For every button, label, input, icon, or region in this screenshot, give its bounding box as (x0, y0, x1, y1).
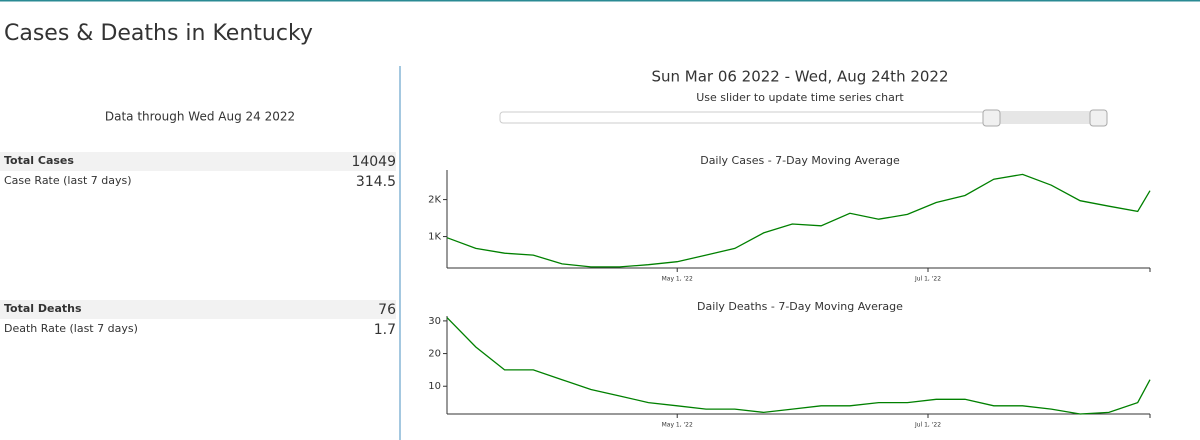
page-title: Cases & Deaths in Kentucky (4, 21, 313, 46)
data-line (446, 317, 1151, 415)
range-title: Sun Mar 06 2022 - Wed, Aug 24th 2022 (651, 68, 948, 86)
stat-label: Total Deaths (4, 302, 82, 315)
slider-hint: Use slider to update time series chart (696, 91, 904, 104)
x-tick-label: Jul 1, '22 (914, 422, 941, 429)
x-tick-label: May 1, '22 (662, 422, 693, 429)
chart-title: Daily Deaths - 7-Day Moving Average (697, 300, 903, 313)
row-bg (0, 300, 396, 319)
stat-label: Case Rate (last 7 days) (4, 174, 132, 187)
y-tick-label: 2K (428, 195, 441, 206)
slider-range (991, 112, 1098, 123)
x-tick-label: Jul 1, '22 (914, 276, 941, 283)
y-tick-label: 20 (428, 349, 441, 360)
data-line (446, 173, 1151, 268)
stat-value: 1.7 (374, 322, 396, 338)
stat-label: Death Rate (last 7 days) (4, 322, 138, 335)
data-through: Data through Wed Aug 24 2022 (105, 110, 295, 124)
chart-title: Daily Cases - 7-Day Moving Average (700, 154, 900, 167)
slider-handle[interactable] (982, 109, 1001, 127)
stat-value: 14049 (351, 154, 396, 170)
x-tick-label: May 1, '22 (662, 276, 693, 283)
slider-handle[interactable] (1089, 109, 1108, 127)
stat-value: 314.5 (356, 174, 396, 190)
stat-label: Total Cases (4, 154, 74, 167)
y-tick-label: 1K (428, 232, 441, 243)
y-tick-label: 30 (428, 316, 441, 327)
row-bg (0, 152, 396, 171)
stat-value: 76 (378, 302, 396, 318)
y-tick-label: 10 (428, 381, 441, 392)
